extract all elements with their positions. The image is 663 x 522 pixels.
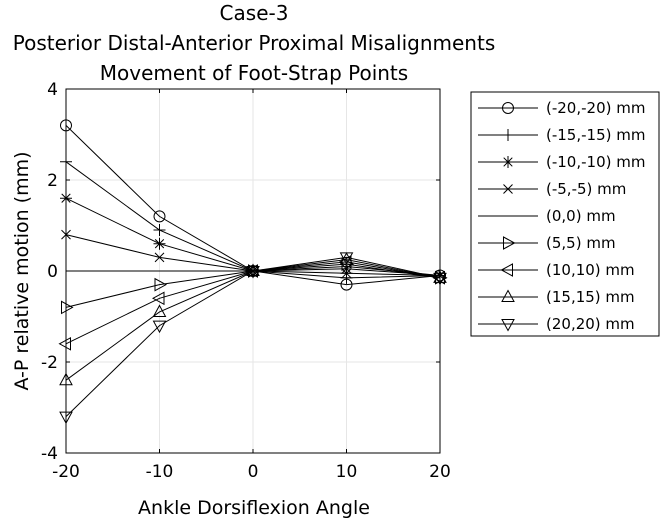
y-tick-label: 4 <box>47 80 58 100</box>
data-point <box>58 336 71 351</box>
legend-marker <box>503 184 513 194</box>
y-tick-label: -2 <box>41 353 58 373</box>
legend-marker <box>501 319 515 332</box>
x-tick-label: 0 <box>248 462 259 482</box>
legend-label: (-15,-15) mm <box>546 126 645 144</box>
legend-entry: (20,20) mm <box>478 315 635 333</box>
data-point <box>153 224 166 237</box>
data-point <box>152 304 167 317</box>
data-point <box>61 300 74 315</box>
title-line-3: Movement of Foot-Strap Points <box>100 61 408 85</box>
legend-label: (5,5) mm <box>546 234 616 252</box>
series-line <box>65 256 441 417</box>
legend-marker <box>501 289 515 302</box>
legend-entry: (10,10) mm <box>478 261 635 279</box>
data-point <box>153 210 166 223</box>
legend-entry: (-15,-15) mm <box>478 126 645 144</box>
x-tick-label: -10 <box>146 462 174 482</box>
legend-entry: (5,5) mm <box>478 234 616 252</box>
legend-marker <box>503 236 516 250</box>
series-8 <box>59 252 447 425</box>
legend-marker <box>500 263 513 277</box>
legend-entry: (-10,-10) mm <box>478 153 645 171</box>
data-point <box>340 267 353 280</box>
data-point <box>154 277 168 292</box>
legend-entry: (0,0) mm <box>478 207 616 225</box>
y-tick-label: 0 <box>47 262 58 282</box>
legend-label: (10,10) mm <box>546 261 635 279</box>
x-tick-label: -20 <box>52 462 80 482</box>
x-tick-label: 20 <box>429 462 451 482</box>
legend-label: (-20,-20) mm <box>546 99 645 117</box>
data-point <box>153 237 166 250</box>
legend-entry: (-20,-20) mm <box>478 99 645 117</box>
legend-marker <box>502 129 514 141</box>
title-line-1: Case-3 <box>220 1 289 25</box>
data-point <box>248 264 261 278</box>
data-point <box>152 320 167 334</box>
legend-label: (20,20) mm <box>546 315 635 333</box>
data-point <box>432 270 445 285</box>
legend-entry: (15,15) mm <box>478 288 635 306</box>
y-tick-label: 2 <box>47 171 58 191</box>
series-layer <box>58 119 448 425</box>
legend: (-20,-20) mm (-15,-15) mm (-10,-10) mm (-5,… <box>470 91 660 337</box>
legend-label: (0,0) mm <box>546 207 616 225</box>
data-point <box>151 291 165 306</box>
x-tick-label: 10 <box>336 462 358 482</box>
chart-title: Case-3 Posterior Distal-Anterior Proxima… <box>13 1 496 85</box>
data-point <box>246 266 260 279</box>
y-tick-label: -4 <box>41 444 58 464</box>
legend-entry: (-5,-5) mm <box>478 180 626 198</box>
legend-marker <box>502 156 514 168</box>
data-point <box>245 264 258 278</box>
legend-label: (-10,-10) mm <box>546 153 645 171</box>
data-point <box>435 270 448 285</box>
legend-box <box>470 91 660 337</box>
title-line-2: Posterior Distal-Anterior Proximal Misal… <box>13 31 496 55</box>
legend-label: (-5,-5) mm <box>546 180 626 198</box>
x-axis-label: Ankle Dorsiflexion Angle <box>138 497 370 519</box>
legend-marker <box>502 102 514 114</box>
data-point <box>339 252 354 265</box>
data-point <box>154 252 165 263</box>
data-point <box>246 263 260 276</box>
legend-label: (15,15) mm <box>546 288 635 306</box>
y-axis-label: A-P relative motion (mm) <box>11 151 33 390</box>
